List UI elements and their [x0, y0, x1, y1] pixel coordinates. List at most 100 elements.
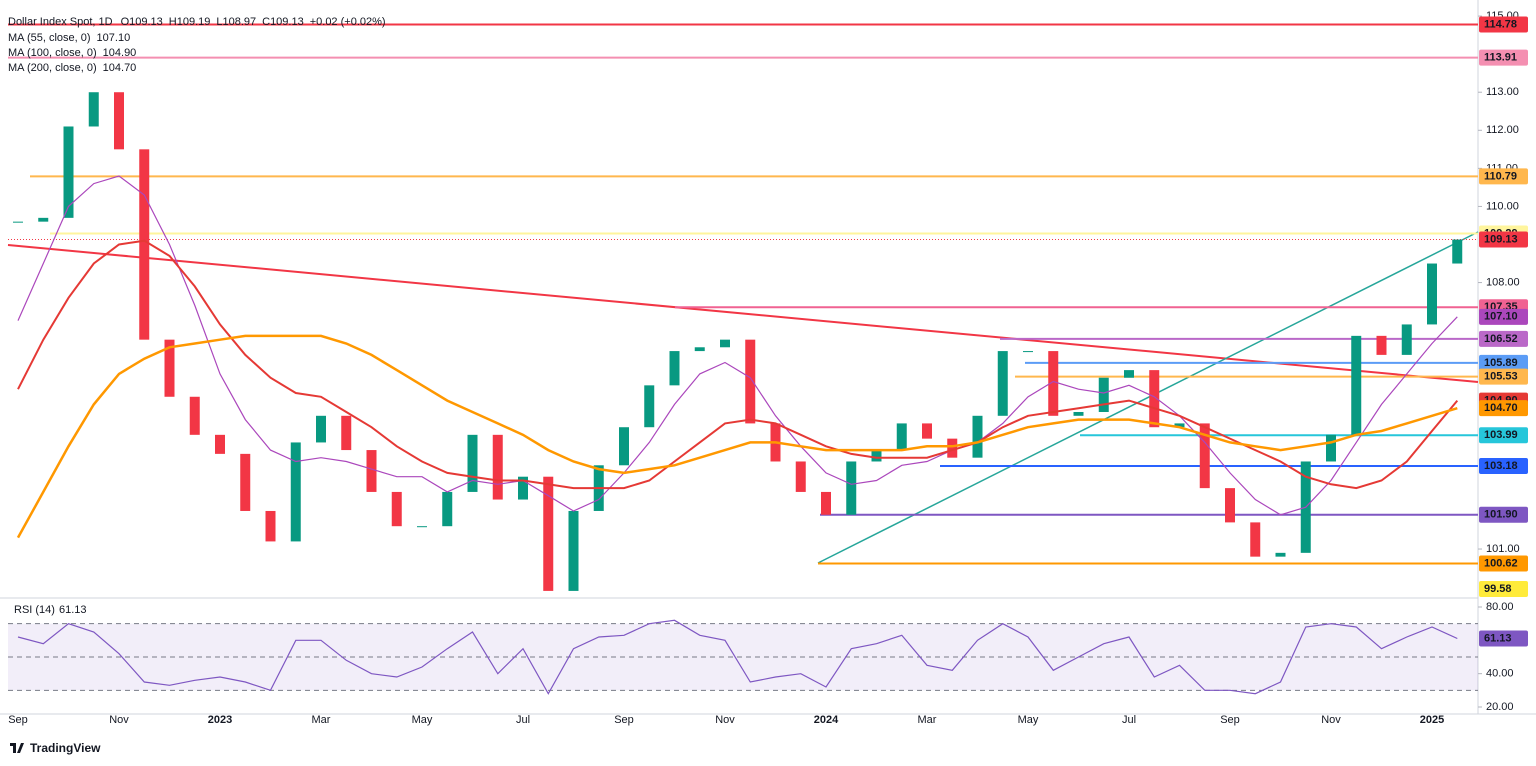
price-candle: [1427, 263, 1437, 325]
price-label: 113.91: [1484, 51, 1517, 63]
price-candle: [543, 476, 554, 591]
price-label: 99.58: [1484, 583, 1512, 595]
x-tick-label: 2023: [208, 714, 232, 726]
price-candle: [694, 347, 705, 352]
footer-text: TradingView: [30, 741, 101, 755]
price-candle: [1199, 423, 1210, 489]
price-candle: [290, 442, 301, 542]
price-label: 105.53: [1484, 370, 1518, 382]
price-label-box: [1479, 168, 1528, 185]
price-label-box: [1479, 330, 1528, 347]
price-label: 114.78: [1484, 18, 1517, 30]
x-tick-label: Mar: [312, 714, 331, 726]
price-candle: [871, 450, 882, 462]
legend-value: 107.10: [97, 32, 131, 44]
price-candle: [265, 510, 276, 542]
ma-line: [17, 175, 1458, 516]
price-candle: [164, 339, 175, 397]
price-candle: [1376, 335, 1387, 355]
price-candle: [795, 461, 806, 492]
ohlc-label: +0.02 (+0.02%): [310, 16, 386, 28]
price-candle: [972, 415, 983, 458]
legend-label: MA (100, close, 0): [8, 47, 97, 59]
price-candle: [619, 427, 629, 466]
price-label: 100.62: [1484, 557, 1518, 569]
plot-layer: 101.00108.00110.00111.00112.00113.00115.…: [8, 10, 1528, 726]
rsi-title: RSI (14): [14, 604, 55, 616]
price-label-box: [1479, 506, 1528, 523]
y-tick-label: 101.00: [1486, 543, 1520, 555]
price-candle: [1023, 351, 1033, 353]
price-candle: [997, 351, 1008, 416]
price-candle: [568, 510, 579, 591]
price-label-box: [1479, 427, 1528, 444]
price-candle: [391, 491, 402, 527]
price-candle: [1351, 335, 1362, 435]
price-label-box: [1479, 368, 1528, 385]
x-tick-label: 2025: [1420, 714, 1444, 726]
price-candle: [215, 434, 225, 454]
x-tick-label: Nov: [715, 714, 735, 726]
price-candle: [1275, 552, 1286, 557]
price-candle: [316, 415, 326, 443]
price-label: 107.10: [1484, 311, 1518, 323]
price-candle: [1326, 434, 1336, 462]
ohlc-label: L108.97: [216, 16, 256, 28]
price-label: 105.89: [1484, 357, 1518, 369]
x-tick-label: Jul: [516, 714, 530, 726]
y-tick-label: 110.00: [1486, 200, 1519, 212]
price-candle: [1401, 324, 1412, 355]
price-candle: [366, 450, 377, 492]
price-candle: [518, 476, 528, 500]
price-candle: [1073, 411, 1084, 416]
trendline-up: [817, 231, 1479, 564]
ma-line: [17, 239, 1459, 490]
x-tick-label: Nov: [1321, 714, 1341, 726]
price-candle: [821, 491, 831, 515]
price-label-box: [1479, 555, 1528, 572]
price-candle: [669, 351, 680, 386]
price-label: 104.70: [1484, 402, 1518, 414]
price-candle: [922, 423, 932, 439]
price-candle: [1174, 423, 1185, 428]
price-candle: [189, 396, 200, 435]
price-candle: [896, 423, 907, 451]
legend-value: 104.70: [103, 62, 137, 74]
price-candle: [13, 221, 23, 223]
price-label-box: [1479, 49, 1528, 66]
price-candle: [1149, 370, 1160, 428]
price-candle: [947, 438, 958, 458]
price-label-box: [1479, 400, 1528, 417]
chart-title: Dollar Index Spot, 1D: [8, 16, 113, 28]
trendline-down: [7, 244, 1479, 383]
price-label-box: [1479, 231, 1528, 248]
price-candle: [1124, 370, 1134, 378]
legend-label: MA (55, close, 0): [8, 32, 91, 44]
price-candle: [114, 92, 124, 150]
price-candle: [467, 434, 478, 492]
price-label: 110.79: [1484, 170, 1517, 182]
y-tick-label: 113.00: [1486, 86, 1519, 98]
price-candle: [720, 339, 730, 348]
price-label-box: [1479, 308, 1528, 325]
price-candle: [644, 385, 655, 428]
x-tick-label: Sep: [1220, 714, 1240, 726]
y-tick-label: 108.00: [1486, 276, 1520, 288]
price-candle: [240, 453, 251, 511]
price-candle: [1098, 377, 1109, 412]
price-label: 106.52: [1484, 333, 1518, 345]
price-candle: [1048, 351, 1059, 416]
rsi-y-tick-label: 80.00: [1486, 601, 1514, 613]
price-candle: [1225, 488, 1235, 523]
x-tick-label: Sep: [8, 714, 28, 726]
ma-line: [16, 334, 1458, 539]
price-candle: [442, 491, 453, 527]
price-candle: [341, 415, 352, 451]
price-candle: [1452, 239, 1463, 264]
price-label-box: [1479, 354, 1528, 371]
price-label-box: [1479, 16, 1528, 33]
price-candle: [745, 339, 756, 424]
price-candle: [139, 149, 150, 340]
x-tick-label: Nov: [109, 714, 129, 726]
price-candle: [63, 126, 74, 218]
